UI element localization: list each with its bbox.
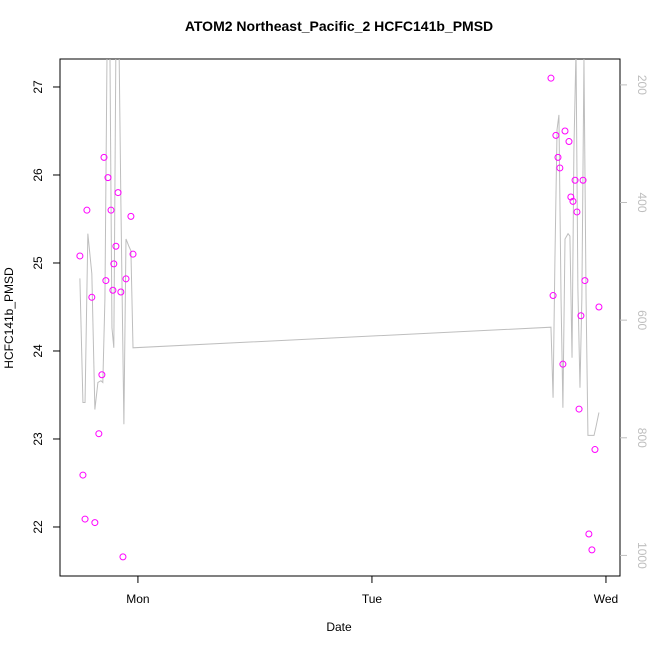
data-point bbox=[561, 127, 569, 135]
y-tick-label: 26 bbox=[31, 168, 45, 182]
data-point bbox=[95, 430, 103, 438]
y2-tick-label: 600 bbox=[635, 310, 649, 330]
y-tick-label: 27 bbox=[31, 80, 45, 94]
y-tick-label: 24 bbox=[31, 344, 45, 358]
y-axis-title: HCFC141b_PMSD bbox=[2, 267, 16, 369]
data-point bbox=[565, 138, 573, 146]
plot-frame bbox=[59, 58, 621, 577]
y2-tick-label: 200 bbox=[635, 75, 649, 95]
data-point bbox=[559, 360, 567, 368]
data-point bbox=[547, 74, 555, 82]
point-layer bbox=[76, 74, 603, 561]
data-point bbox=[107, 206, 115, 214]
y-tick-label: 22 bbox=[31, 520, 45, 534]
data-point bbox=[569, 197, 577, 205]
data-point bbox=[98, 371, 106, 379]
data-point bbox=[127, 212, 135, 220]
y2-tick-label: 800 bbox=[635, 428, 649, 448]
data-line bbox=[79, 59, 600, 436]
data-point bbox=[567, 193, 575, 201]
data-point bbox=[100, 153, 108, 161]
data-point bbox=[556, 164, 564, 172]
x-tick-label: Tue bbox=[362, 592, 383, 606]
data-point bbox=[585, 530, 593, 538]
data-point bbox=[129, 250, 137, 258]
data-point bbox=[588, 546, 596, 554]
data-point bbox=[114, 189, 122, 197]
data-point bbox=[81, 515, 89, 523]
data-point bbox=[552, 131, 560, 139]
x-axis-title: Date bbox=[326, 620, 352, 634]
data-point bbox=[595, 303, 603, 311]
data-point bbox=[549, 292, 557, 300]
data-point bbox=[581, 277, 589, 285]
data-point bbox=[575, 405, 583, 413]
data-point bbox=[571, 176, 579, 184]
line-layer bbox=[79, 59, 600, 436]
data-point bbox=[91, 519, 99, 527]
data-point bbox=[554, 153, 562, 161]
data-point bbox=[83, 206, 91, 214]
data-point bbox=[112, 242, 120, 250]
data-point bbox=[122, 275, 130, 283]
x-tick-label: Mon bbox=[126, 592, 149, 606]
data-point bbox=[579, 176, 587, 184]
data-point bbox=[110, 260, 118, 268]
y-tick-label: 25 bbox=[31, 256, 45, 270]
data-point bbox=[119, 553, 127, 561]
data-point bbox=[76, 252, 84, 260]
data-point bbox=[573, 208, 581, 216]
data-point bbox=[104, 174, 112, 182]
x-tick-label: Wed bbox=[594, 592, 618, 606]
data-point bbox=[109, 286, 117, 294]
y-tick-label: 23 bbox=[31, 432, 45, 446]
y2-tick-label: 400 bbox=[635, 192, 649, 212]
data-point bbox=[88, 293, 96, 301]
data-point bbox=[577, 312, 585, 320]
data-point bbox=[102, 277, 110, 285]
data-point bbox=[79, 471, 87, 479]
chart-title: ATOM2 Northeast_Pacific_2 HCFC141b_PMSD bbox=[185, 18, 493, 34]
data-point bbox=[591, 446, 599, 454]
y2-tick-label: 1000 bbox=[635, 542, 649, 569]
data-point bbox=[117, 288, 125, 296]
